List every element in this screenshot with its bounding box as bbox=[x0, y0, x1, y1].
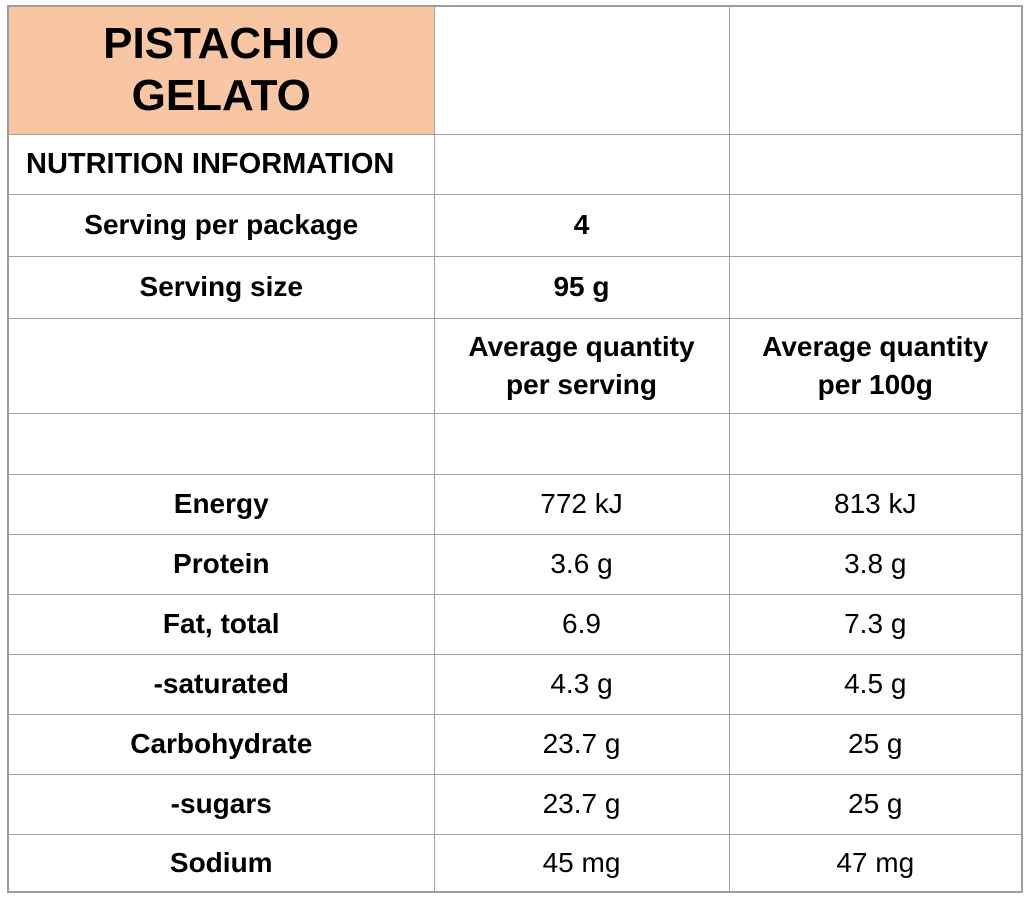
empty-cell bbox=[7, 412, 435, 475]
empty-cell bbox=[728, 193, 1023, 257]
nutrient-row-carbohydrate: Carbohydrate 23.7 g 25 g bbox=[7, 713, 1023, 775]
empty-cell bbox=[7, 317, 435, 414]
serving-size-row: Serving size 95 g bbox=[7, 255, 1023, 319]
product-title-cell: PISTACHIO GELATO bbox=[7, 5, 435, 135]
section-title: NUTRITION INFORMATION bbox=[7, 133, 435, 195]
nutrient-label: Sodium bbox=[7, 833, 435, 893]
nutrient-value-per-100g: 3.8 g bbox=[728, 533, 1023, 595]
nutrient-label: Fat, total bbox=[7, 593, 435, 655]
nutrient-row-sodium: Sodium 45 mg 47 mg bbox=[7, 833, 1023, 893]
column-header-per-100g: Average quantity per 100g bbox=[728, 317, 1023, 414]
serving-per-package-row: Serving per package 4 bbox=[7, 193, 1023, 257]
spacer-row bbox=[7, 412, 1023, 475]
nutrient-value-per-serving: 45 mg bbox=[433, 833, 730, 893]
empty-cell bbox=[728, 255, 1023, 319]
empty-cell bbox=[433, 412, 730, 475]
nutrient-row-saturated: -saturated 4.3 g 4.5 g bbox=[7, 653, 1023, 715]
serving-per-package-value: 4 bbox=[433, 193, 730, 257]
nutrient-label: -sugars bbox=[7, 773, 435, 835]
nutrient-value-per-100g: 813 kJ bbox=[728, 473, 1023, 535]
nutrient-value-per-serving: 23.7 g bbox=[433, 713, 730, 775]
empty-cell bbox=[433, 5, 730, 135]
serving-per-package-label: Serving per package bbox=[7, 193, 435, 257]
nutrient-row-energy: Energy 772 kJ 813 kJ bbox=[7, 473, 1023, 535]
nutrition-table: PISTACHIO GELATO NUTRITION INFORMATION S… bbox=[7, 5, 1023, 893]
title-row: PISTACHIO GELATO bbox=[7, 5, 1023, 135]
nutrient-value-per-serving: 3.6 g bbox=[433, 533, 730, 595]
nutrient-label: -saturated bbox=[7, 653, 435, 715]
empty-cell bbox=[433, 133, 730, 195]
empty-cell bbox=[728, 5, 1023, 135]
nutrient-row-fat-total: Fat, total 6.9 7.3 g bbox=[7, 593, 1023, 655]
empty-cell bbox=[728, 412, 1023, 475]
serving-size-label: Serving size bbox=[7, 255, 435, 319]
section-title-row: NUTRITION INFORMATION bbox=[7, 133, 1023, 195]
nutrient-value-per-100g: 7.3 g bbox=[728, 593, 1023, 655]
nutrient-row-protein: Protein 3.6 g 3.8 g bbox=[7, 533, 1023, 595]
empty-cell bbox=[728, 133, 1023, 195]
nutrient-value-per-100g: 4.5 g bbox=[728, 653, 1023, 715]
serving-size-value: 95 g bbox=[433, 255, 730, 319]
nutrient-value-per-serving: 4.3 g bbox=[433, 653, 730, 715]
nutrient-value-per-serving: 6.9 bbox=[433, 593, 730, 655]
nutrient-label: Protein bbox=[7, 533, 435, 595]
nutrient-row-sugars: -sugars 23.7 g 25 g bbox=[7, 773, 1023, 835]
nutrient-value-per-100g: 25 g bbox=[728, 713, 1023, 775]
nutrient-label: Carbohydrate bbox=[7, 713, 435, 775]
nutrient-label: Energy bbox=[7, 473, 435, 535]
nutrient-value-per-serving: 772 kJ bbox=[433, 473, 730, 535]
nutrient-value-per-serving: 23.7 g bbox=[433, 773, 730, 835]
nutrient-value-per-100g: 25 g bbox=[728, 773, 1023, 835]
column-header-row: Average quantity per serving Average qua… bbox=[7, 317, 1023, 414]
product-title: PISTACHIO GELATO bbox=[103, 19, 340, 121]
column-header-per-serving: Average quantity per serving bbox=[433, 317, 730, 414]
nutrient-value-per-100g: 47 mg bbox=[728, 833, 1023, 893]
